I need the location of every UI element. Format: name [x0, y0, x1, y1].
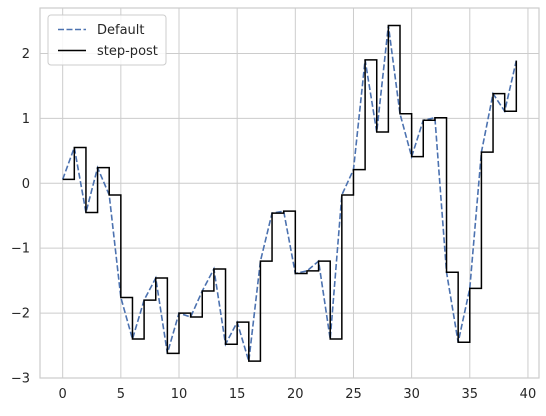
legend-label-default: Default — [97, 23, 145, 38]
x-tick-label: 30 — [403, 387, 420, 402]
series-layer — [61, 24, 518, 362]
plot-frame — [39, 7, 540, 379]
legend-box — [47, 14, 167, 66]
y-tick-label: 0 — [22, 177, 30, 192]
series-line-step-post — [62, 24, 518, 362]
x-tick-label: 20 — [287, 387, 304, 402]
y-tick-label: −3 — [11, 372, 30, 387]
y-tick-label: 2 — [22, 47, 30, 62]
x-tick-label: 0 — [59, 387, 67, 402]
x-tick-label: 40 — [520, 387, 537, 402]
x-tick-label: 35 — [462, 387, 479, 402]
axes-frame — [39, 7, 540, 379]
plot-background — [40, 8, 539, 378]
x-tick-label: 15 — [229, 387, 246, 402]
legend: Default step-post — [47, 14, 167, 66]
series-line-default — [61, 25, 518, 362]
legend-label-step-post: step-post — [97, 44, 158, 59]
x-tick-label: 25 — [345, 387, 362, 402]
y-tick-label: −2 — [11, 307, 30, 322]
x-tick-label: 5 — [117, 387, 125, 402]
y-tick-label: 1 — [22, 112, 30, 127]
tick-labels: 0 5 10 15 20 25 30 35 40 −3 −2 −1 0 1 2 — [11, 47, 536, 402]
x-tick-label: 10 — [171, 387, 188, 402]
y-tick-label: −1 — [11, 242, 30, 257]
